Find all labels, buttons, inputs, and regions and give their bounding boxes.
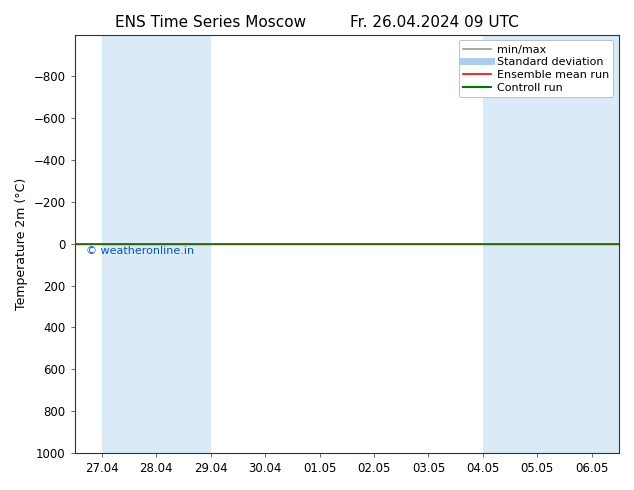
Bar (483, 35, 538, 453)
Bar (102, 35, 157, 453)
Y-axis label: Temperature 2m (°C): Temperature 2m (°C) (15, 178, 28, 310)
Text: © weatheronline.in: © weatheronline.in (86, 246, 194, 256)
Text: ENS Time Series Moscow         Fr. 26.04.2024 09 UTC: ENS Time Series Moscow Fr. 26.04.2024 09… (115, 15, 519, 30)
Bar (592, 35, 619, 453)
Bar (157, 35, 210, 453)
Legend: min/max, Standard deviation, Ensemble mean run, Controll run: min/max, Standard deviation, Ensemble me… (459, 40, 614, 98)
Bar (538, 35, 592, 453)
